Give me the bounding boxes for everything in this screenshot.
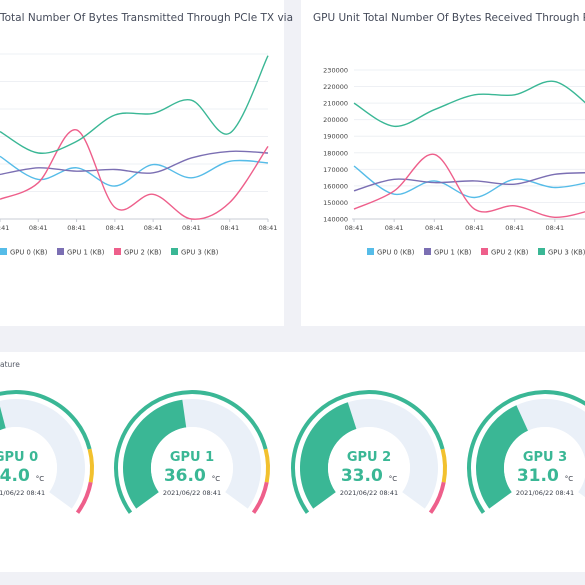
series-line-gpu-1-kb- <box>353 172 585 192</box>
gauge-threshold-critical <box>75 481 93 514</box>
gauge-fill <box>475 405 528 509</box>
legend-label: GPU 2 (KB) <box>124 249 162 257</box>
series-line-gpu-1-kb- <box>0 150 269 176</box>
gauge-threshold-normal <box>114 390 268 514</box>
series-line-gpu-0-kb- <box>353 165 585 199</box>
gauge-title: GPU 2 <box>346 450 392 465</box>
gauge-value: 34.0 <box>0 466 30 486</box>
gauge-fill <box>123 399 187 509</box>
y-tick-label: 170000 <box>323 166 348 174</box>
gauge-readout: GPU 3 31.0 °C 2021/06/22 08:41 <box>500 450 585 497</box>
pcie-rx-chart-card: GPU Unit Total Number Of Bytes Received … <box>301 0 585 326</box>
legend-label: GPU 1 (KB) <box>434 249 472 257</box>
y-tick-label: 140000 <box>323 216 348 224</box>
x-tick-label: 08:41 <box>259 224 278 232</box>
legend-swatch <box>0 248 7 255</box>
series-line-gpu-3-kb- <box>0 55 269 154</box>
y-tick-label: 210000 <box>323 100 348 108</box>
gauge-threshold-normal <box>467 390 585 514</box>
gauge-center <box>504 427 585 509</box>
legend-swatch <box>114 248 121 255</box>
gauge-center <box>328 427 410 509</box>
gauge-timestamp: 2021/06/22 08:41 <box>339 489 399 497</box>
series-line-gpu-3-kb- <box>353 80 585 128</box>
x-tick-label: 08:41 <box>182 224 201 232</box>
x-tick-label: 08:41 <box>0 224 9 232</box>
gauge-readout: GPU 1 36.0 °C 2021/06/22 08:41 <box>147 450 237 497</box>
x-tick-label: 08:41 <box>385 224 404 232</box>
gauge-readout: GPU 034.0 °C 2021/06/22 08:41 <box>0 450 61 497</box>
y-tick-label: 180000 <box>323 149 348 157</box>
legend-label: GPU 3 (KB) <box>181 249 219 257</box>
x-tick-label: 08:41 <box>505 224 524 232</box>
chart-title: GPU Unit Total Number Of Bytes Received … <box>313 12 585 24</box>
y-tick-label: 160000 <box>323 182 348 190</box>
gauge-fill <box>0 406 6 431</box>
legend-label: GPU 0 (KB) <box>377 249 415 257</box>
gauge-unit: °C <box>35 475 45 483</box>
legend-swatch <box>481 248 488 255</box>
y-tick-label: 200000 <box>323 116 348 124</box>
gauge-center <box>151 427 233 509</box>
legend-swatch <box>171 248 178 255</box>
legend-swatch <box>367 248 374 255</box>
temperature-gauges <box>0 390 585 514</box>
gauge-threshold-normal <box>291 390 445 514</box>
series-line-gpu-2-kb- <box>0 129 269 220</box>
legend-swatch <box>538 248 545 255</box>
gauge-threshold-warning <box>440 448 448 483</box>
gauge-title: GPU 3 <box>522 450 568 465</box>
x-tick-label: 08:41 <box>465 224 484 232</box>
pcie-tx-chart-card: Total Number Of Bytes Transmitted Throug… <box>0 0 293 326</box>
x-tick-label: 08:41 <box>29 224 48 232</box>
x-tick-label: 08:41 <box>345 224 364 232</box>
gauge-timestamp: 2021/06/22 08:41 <box>515 489 575 497</box>
card-title: ature <box>0 360 20 369</box>
gauge-unit: °C <box>564 475 574 483</box>
x-tick-label: 08:41 <box>105 224 124 232</box>
legend-label: GPU 0 (KB) <box>10 249 48 257</box>
chart-title: Total Number Of Bytes Transmitted Throug… <box>0 12 294 24</box>
gauge-threshold-critical <box>251 481 269 514</box>
gauge-track <box>0 399 85 509</box>
gauge-threshold-warning <box>263 448 271 483</box>
y-tick-label: 190000 <box>323 133 348 141</box>
legend-swatch <box>57 248 64 255</box>
gauge-unit: °C <box>388 475 398 483</box>
legend-label: GPU 1 (KB) <box>67 249 105 257</box>
gauge-value: 33.0 <box>340 466 383 486</box>
legend-swatch <box>424 248 431 255</box>
pcie-tx-chart: 08:41 08:41 08:41 08:41 08:41 08:41 08:41 08:41… <box>0 53 278 257</box>
x-tick-label: 08:41 <box>220 224 239 232</box>
gauge-threshold-normal <box>0 390 92 450</box>
gauge-fill <box>299 402 357 509</box>
pcie-rx-chart: 230000 220000 210000 200000 190000 180000 1700… <box>323 67 585 257</box>
gauge-timestamp: 2021/06/22 08:41 <box>0 489 46 497</box>
gauge-value: 31.0 <box>516 466 559 486</box>
gauge-timestamp: 2021/06/22 08:41 <box>162 489 222 497</box>
x-tick-label: 08:41 <box>425 224 444 232</box>
gauge-unit: °C <box>211 475 221 483</box>
series-line-gpu-2-kb- <box>353 153 585 219</box>
gauge-threshold-critical <box>428 481 446 514</box>
legend-label: GPU 3 (KB) <box>548 249 585 257</box>
gauge-title: GPU 1 <box>169 450 215 465</box>
gauge-threshold-warning <box>87 448 95 483</box>
gauge-center <box>0 427 57 509</box>
gauge-readout: GPU 2 33.0 °C 2021/06/22 08:41 <box>324 450 414 497</box>
y-tick-label: 230000 <box>323 67 348 75</box>
gauge-title: GPU 0 <box>0 450 39 465</box>
x-tick-label: 08:41 <box>545 224 564 232</box>
y-tick-label: 220000 <box>323 83 348 91</box>
gauge-value: 36.0 <box>163 466 206 486</box>
y-tick-label: 150000 <box>323 199 348 207</box>
x-tick-label: 08:41 <box>67 224 86 232</box>
legend-label: GPU 2 (KB) <box>491 249 529 257</box>
x-tick-label: 08:41 <box>144 224 163 232</box>
